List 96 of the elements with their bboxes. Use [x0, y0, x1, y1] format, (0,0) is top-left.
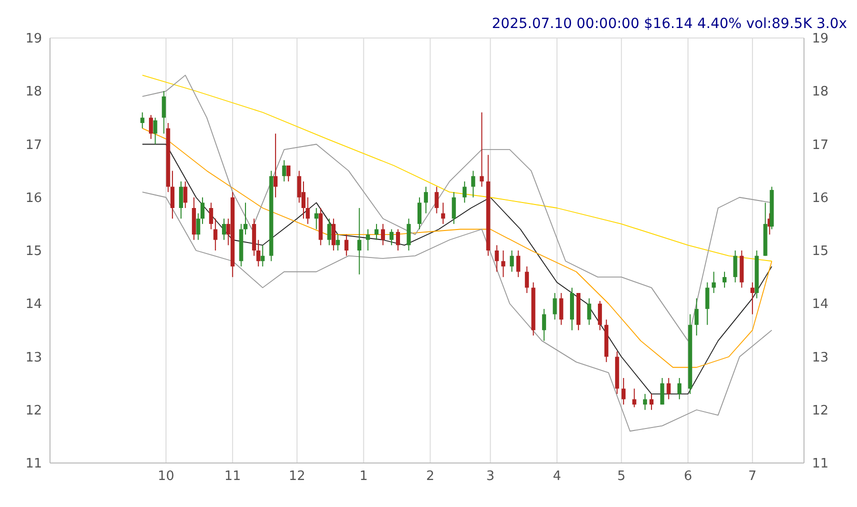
- candlestick: [494, 244, 499, 272]
- candlestick: [148, 114, 153, 140]
- y-tick-label: 11: [25, 456, 42, 472]
- candlestick: [282, 160, 286, 182]
- candlestick: [162, 90, 166, 134]
- candlestick: [417, 196, 422, 230]
- candlestick: [200, 196, 205, 224]
- candlestick: [452, 192, 456, 224]
- y-tick-label: 14: [25, 297, 42, 312]
- candlestick: [722, 271, 727, 288]
- candlestick: [332, 218, 336, 251]
- candlestick: [336, 234, 340, 251]
- y-tick-label: 17: [25, 138, 42, 153]
- y2-tick-label: 19: [812, 32, 829, 47]
- y-tick-label: 19: [25, 32, 42, 47]
- candlestick: [256, 239, 260, 267]
- candlestick: [733, 250, 738, 283]
- candlestick: [524, 266, 529, 294]
- candlestick: [480, 112, 484, 188]
- candlestick: [380, 223, 385, 246]
- chart-title: 2025.07.10 00:00:00 $16.14 4.40% vol:89.5K 3.0x: [492, 16, 847, 32]
- line-series: [142, 192, 772, 432]
- candlestick: [516, 250, 520, 278]
- candlestick: [552, 292, 557, 320]
- x-tick-label: 7: [748, 469, 757, 484]
- x-tick-label: 10: [158, 469, 174, 484]
- candlestick: [622, 378, 626, 406]
- line-series: [142, 128, 772, 368]
- y-tick-label: 12: [25, 403, 42, 418]
- candlestick: [471, 170, 476, 198]
- candlestick: [306, 196, 310, 224]
- x-tick-label: 12: [288, 469, 306, 484]
- candlestick: [286, 165, 290, 182]
- candlestick: [434, 186, 439, 214]
- candlestick: [179, 180, 184, 220]
- y2-tick-label: 14: [812, 297, 829, 312]
- candlestick: [140, 112, 144, 129]
- x-tick-label: 5: [617, 469, 626, 484]
- candlestick: [314, 208, 318, 230]
- x-tick-label: 2: [426, 469, 434, 484]
- candlestick: [660, 378, 664, 406]
- candlestick: [260, 244, 265, 267]
- y2-tick-label: 17: [812, 138, 829, 153]
- y2-tick-label: 12: [812, 403, 829, 418]
- x-tick-label: 3: [486, 469, 495, 484]
- candlestick: [183, 180, 188, 208]
- y-tick-label: 18: [25, 84, 42, 100]
- candlestick: [677, 378, 682, 400]
- y2-tick-label: 16: [812, 190, 829, 206]
- candlestick: [666, 378, 671, 400]
- candlestick: [649, 393, 654, 410]
- candlestick: [209, 202, 214, 230]
- candlestick: [441, 202, 446, 224]
- candlestick: [501, 250, 506, 278]
- candlestick: [170, 170, 174, 220]
- candlestick: [643, 393, 648, 410]
- x-tick-label: 6: [684, 469, 692, 484]
- candlestick: [366, 228, 370, 251]
- y-tick-label: 16: [25, 190, 42, 206]
- candlestick: [424, 186, 428, 214]
- line-series: [142, 144, 772, 394]
- candlestick: [327, 218, 332, 246]
- y2-tick-label: 18: [812, 84, 829, 100]
- candlestick: [357, 208, 362, 275]
- line-series: [142, 74, 772, 262]
- candlestick: [374, 223, 379, 240]
- line-series: [142, 74, 772, 342]
- x-tick-label: 11: [224, 469, 241, 484]
- candlestick: [344, 234, 348, 256]
- x-tick-label: 4: [552, 469, 562, 484]
- candlestick: [559, 292, 564, 326]
- candlestick: [705, 282, 710, 326]
- candlestick: [390, 228, 394, 246]
- y-tick-label: 13: [25, 350, 42, 366]
- candlestick: [213, 218, 218, 251]
- candlestick: [396, 228, 400, 251]
- candlestick: [598, 300, 602, 331]
- candlestick: [243, 202, 248, 236]
- candlestick: [406, 218, 411, 251]
- candlestick: [712, 271, 716, 294]
- candlestick: [153, 117, 158, 145]
- candlestick: [510, 250, 514, 272]
- y-tick-label: 15: [25, 244, 42, 260]
- candlestick: [462, 180, 467, 204]
- candlestick: [632, 388, 636, 408]
- candlestick: [542, 308, 546, 342]
- y2-tick-label: 11: [812, 456, 829, 472]
- candlestick: [196, 212, 200, 240]
- y2-tick-label: 15: [812, 244, 829, 260]
- candlestick: [750, 282, 754, 315]
- candlestick: [587, 298, 592, 326]
- x-tick-label: 1: [359, 469, 368, 484]
- candlestick: [694, 298, 699, 336]
- candlestick: [222, 218, 226, 240]
- y2-tick-label: 13: [812, 350, 829, 366]
- candlestick: [274, 133, 278, 198]
